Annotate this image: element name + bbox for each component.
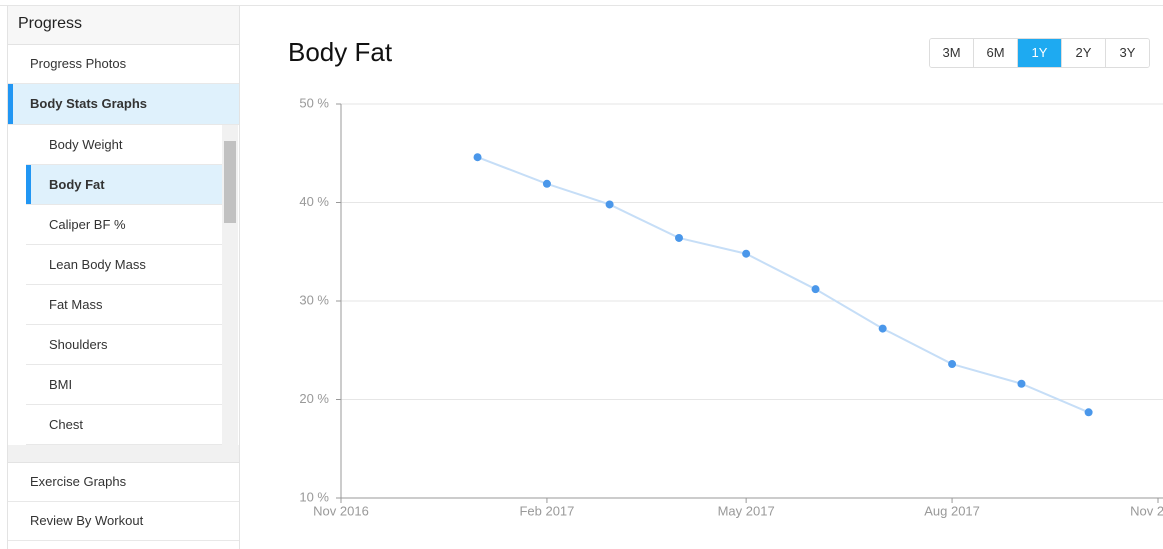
data-point [605, 200, 614, 209]
y-tick-label: 10 % [299, 489, 329, 504]
x-tick-label: Nov 2016 [313, 503, 369, 518]
sidebar-top: Progress Photos Body Stats Graphs [8, 45, 239, 125]
sub-list-box: Body Weight Body Fat Caliper BF % Lean Body… [8, 125, 239, 445]
sub-nav-item[interactable]: Chest [26, 405, 222, 445]
data-point [674, 233, 683, 242]
sidebar-bottom: Exercise Graphs Review By Workout [8, 463, 239, 541]
sub-nav-item[interactable]: Lean Body Mass [26, 245, 222, 285]
range-buttons: 3M 6M 1Y 2Y 3Y [929, 38, 1150, 68]
data-line [477, 156, 1090, 414]
nav-item[interactable]: Body Stats Graphs [8, 84, 239, 125]
range-button[interactable]: 2Y [1061, 39, 1105, 67]
scroll-thumb[interactable] [224, 141, 236, 223]
scrollbar[interactable] [222, 125, 238, 445]
sub-list: Body Weight Body Fat Caliper BF % Lean Body… [26, 125, 222, 445]
range-button[interactable]: 6M [973, 39, 1017, 67]
y-tick-label: 20 % [299, 391, 329, 406]
sub-nav-item[interactable]: Body Weight [26, 125, 222, 165]
sub-nav-item[interactable]: Body Fat [26, 165, 222, 205]
data-point [1084, 408, 1093, 417]
y-tick-label: 30 % [299, 292, 329, 307]
data-point [542, 179, 551, 188]
data-point [878, 324, 887, 333]
top-rule [0, 5, 1163, 6]
h-scrollbar[interactable] [8, 445, 239, 463]
range-button[interactable]: 3M [930, 39, 973, 67]
range-button[interactable]: 3Y [1105, 39, 1149, 67]
nav-item[interactable]: Review By Workout [8, 502, 239, 541]
y-tick-label: 50 % [299, 95, 329, 110]
x-tick-label: Feb 2017 [519, 503, 574, 518]
nav-item[interactable]: Progress Photos [8, 45, 239, 84]
sub-nav-item[interactable]: BMI [26, 365, 222, 405]
x-tick-label: Aug 2017 [924, 503, 980, 518]
sidebar: Progress Progress Photos Body Stats Graph… [7, 6, 240, 549]
data-point [742, 249, 751, 258]
sub-nav-item[interactable]: Shoulders [26, 325, 222, 365]
x-tick-label: May 2017 [718, 503, 775, 518]
sidebar-title: Progress [8, 6, 239, 45]
sub-nav-item[interactable]: Caliper BF % [26, 205, 222, 245]
data-point [811, 285, 820, 294]
data-point [1017, 379, 1026, 388]
data-point [473, 153, 482, 162]
range-button[interactable]: 1Y [1017, 39, 1061, 67]
sub-nav-item[interactable]: Fat Mass [26, 285, 222, 325]
chart-title: Body Fat [288, 37, 393, 67]
nav-item[interactable]: Exercise Graphs [8, 463, 239, 502]
y-tick-label: 40 % [299, 194, 329, 209]
x-tick-label: Nov 2017 [1130, 503, 1163, 518]
data-point [948, 360, 957, 369]
